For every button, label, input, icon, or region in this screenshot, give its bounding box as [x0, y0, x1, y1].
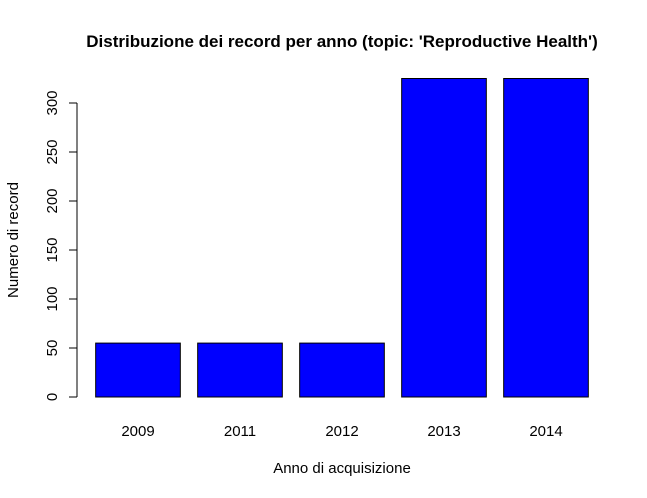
- x-tick-label: 2009: [121, 423, 154, 440]
- y-tick-label: 250: [44, 139, 61, 164]
- bars: [95, 78, 589, 398]
- x-tick-label: 2011: [224, 423, 256, 440]
- y-tick-label: 150: [44, 237, 61, 262]
- bar: [401, 78, 487, 398]
- x-axis-title: Anno di acquisizione: [273, 460, 411, 477]
- bar: [299, 342, 385, 398]
- y-tick-label: 300: [44, 90, 61, 115]
- x-tick-label: 2012: [325, 423, 358, 440]
- x-tick-label: 2013: [427, 423, 460, 440]
- x-axis-tick-labels: 2009 2011 2012 2013 2014: [121, 423, 562, 440]
- y-axis: 0 50 100 150 200 250 300: [44, 90, 78, 401]
- bar: [197, 342, 283, 398]
- x-tick-label: 2014: [529, 423, 562, 440]
- y-tick-label: 100: [44, 286, 61, 311]
- y-tick-label: 0: [44, 393, 61, 401]
- y-axis-title: Numero di record: [5, 182, 22, 298]
- bar: [95, 342, 181, 398]
- chart-title: Distribuzione dei record per anno (topic…: [86, 32, 598, 51]
- y-tick-label: 200: [44, 188, 61, 213]
- y-tick-label: 50: [44, 340, 61, 357]
- bar: [503, 78, 589, 398]
